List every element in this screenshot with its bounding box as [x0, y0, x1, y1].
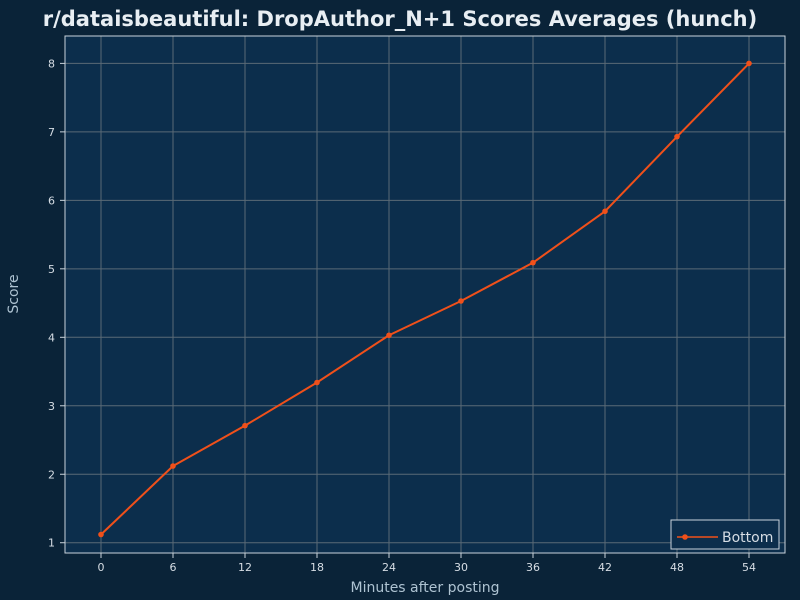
x-tick-label: 0 [98, 561, 105, 574]
data-point [458, 298, 464, 304]
x-tick-label: 18 [310, 561, 324, 574]
data-point [602, 208, 608, 215]
legend-swatch-marker [682, 534, 688, 540]
x-tick-label: 54 [742, 561, 756, 574]
data-point [242, 422, 248, 429]
series-layer [98, 60, 752, 538]
x-tick-label: 48 [670, 561, 684, 574]
x-tick-label: 36 [526, 561, 540, 574]
data-point [386, 332, 392, 339]
data-point [98, 531, 104, 538]
series-line [100, 62, 750, 536]
data-point [674, 133, 680, 140]
x-tick-label: 24 [382, 561, 396, 574]
data-point [170, 463, 176, 469]
y-axis-label: Score [6, 274, 22, 313]
grid-lines [65, 36, 785, 553]
y-tick-label: 5 [48, 263, 55, 276]
data-point [530, 259, 536, 266]
plot-area [65, 36, 785, 553]
y-tick-label: 4 [48, 331, 55, 344]
x-tick-label: 30 [454, 561, 468, 574]
x-tick-label: 6 [170, 561, 177, 574]
x-tick-label: 42 [598, 561, 612, 574]
y-tick-label: 3 [48, 400, 55, 413]
x-tick-label: 12 [238, 561, 252, 574]
y-tick-label: 1 [48, 537, 55, 550]
legend: Bottom [670, 519, 780, 550]
plot-frame [64, 35, 786, 554]
y-tick-label: 6 [48, 194, 55, 207]
y-tick-label: 8 [48, 57, 55, 70]
legend-entry-bottom: Bottom [722, 530, 773, 546]
data-point [746, 60, 752, 67]
y-tick-label: 2 [48, 468, 55, 481]
data-point [314, 379, 320, 386]
x-axis-label: Minutes after posting [350, 580, 499, 596]
chart-title: r/dataisbeautiful: DropAuthor_N+1 Scores… [43, 7, 757, 31]
legend-box [670, 519, 780, 550]
y-tick-label: 7 [48, 126, 55, 139]
